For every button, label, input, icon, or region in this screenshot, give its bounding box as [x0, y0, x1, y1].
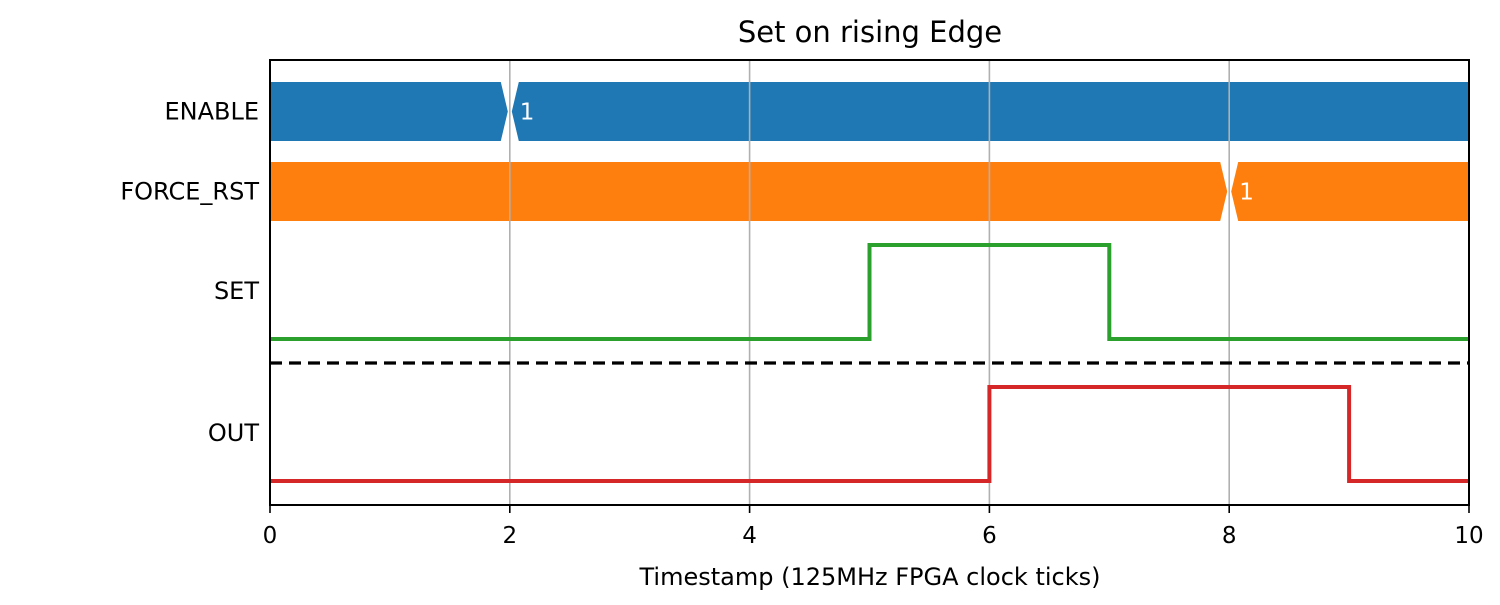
enable-bus-segment-1: [511, 82, 1469, 141]
force-rst-bus-segment-1: [1231, 162, 1469, 221]
signal-labels: ENABLE FORCE_RST SET OUT: [120, 98, 259, 448]
x-axis-label: Timestamp (125MHz FPGA clock ticks): [639, 563, 1101, 591]
force-rst-value-label-0: 1: [1239, 180, 1254, 206]
chart-title: Set on rising Edge: [738, 15, 1002, 49]
x-tick-label-4: 8: [1222, 523, 1237, 549]
x-axis-ticks: 0 2 4 6 8 10: [263, 505, 1484, 549]
signal-label-force-rst: FORCE_RST: [120, 178, 259, 206]
enable-bus-segment-0: [270, 82, 508, 141]
out-waveform: [270, 385, 1469, 483]
x-tick-label-1: 2: [502, 523, 517, 549]
enable-value-label-0: 1: [520, 100, 535, 126]
force-rst-bus-segment-0: [270, 162, 1228, 221]
signal-label-set: SET: [214, 277, 259, 305]
x-tick-label-2: 4: [742, 523, 757, 549]
plot-frame: [269, 59, 1470, 506]
set-waveform: [270, 243, 1469, 341]
signal-label-enable: ENABLE: [164, 98, 259, 126]
x-tick-label-0: 0: [263, 523, 278, 549]
signal-label-out: OUT: [208, 419, 259, 447]
signal-traces: 11: [270, 82, 1469, 483]
x-tick-label-3: 6: [982, 523, 997, 549]
x-tick-label-5: 10: [1454, 523, 1483, 549]
